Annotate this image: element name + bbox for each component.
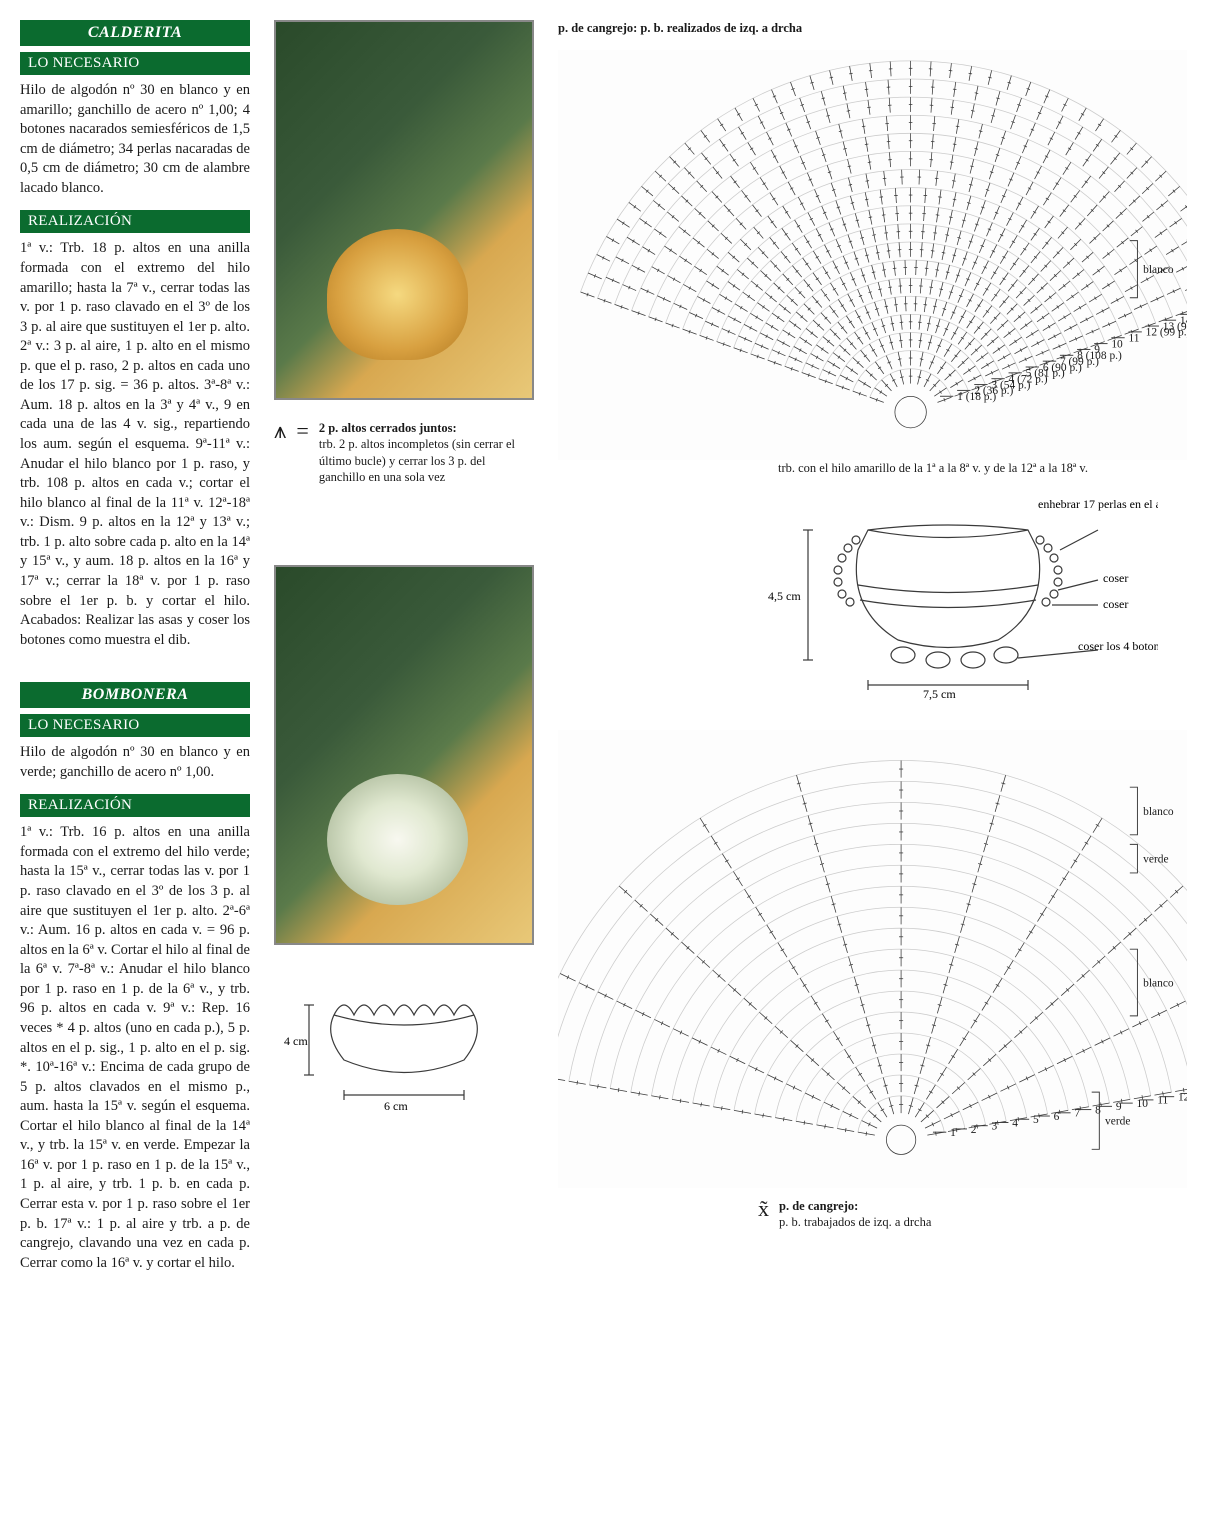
text-necesario-1: Hilo de algodón nº 30 en blanco y en ama… xyxy=(20,81,250,198)
two-dc-text: trb. 2 p. altos incompletos (sin cerrar … xyxy=(319,437,515,484)
calderita-dim-figure: 4,5 cm 7,5 cm enhebrar 17 perlas en el a… xyxy=(738,490,1158,700)
calderita-height: 4,5 cm xyxy=(768,589,801,603)
equals-icon: = xyxy=(296,420,308,442)
subtitle-realizacion-1: REALIZACIÓN xyxy=(20,210,250,233)
label-coser-1: coser xyxy=(1103,571,1128,585)
two-dc-label: 2 p. altos cerrados juntos: xyxy=(319,421,457,435)
crab-stitch-icon: x̃ xyxy=(758,1198,769,1220)
svg-text:blanco: blanco xyxy=(1143,978,1174,990)
svg-text:9: 9 xyxy=(1094,345,1100,357)
two-dc-icon: ⩚ xyxy=(274,420,286,442)
svg-text:blanco: blanco xyxy=(1143,806,1174,818)
subtitle-realizacion-2: REALIZACIÓN xyxy=(20,794,250,817)
calderita-width: 7,5 cm xyxy=(923,687,956,700)
svg-text:blanco: blanco xyxy=(1143,264,1174,276)
subtitle-necesario-1: LO NECESARIO xyxy=(20,52,250,75)
title-bombonera: BOMBONERA xyxy=(20,682,250,708)
caption-amarillo: trb. con el hilo amarillo de la 1ª a la … xyxy=(778,460,1187,476)
bombonera-height: 4 cm xyxy=(284,1034,308,1048)
label-perlas: enhebrar 17 perlas en el alambre xyxy=(1038,497,1158,511)
photo-bombonera xyxy=(274,565,534,945)
text-realizacion-2: 1ª v.: Trb. 16 p. altos en una anilla fo… xyxy=(20,823,250,1273)
title-calderita: CALDERITA xyxy=(20,20,250,46)
bombonera-dim-figure: 4 cm 6 cm xyxy=(274,965,534,1115)
symbol-crab: x̃ p. de cangrejo: p. b. trabajados de i… xyxy=(758,1198,1187,1231)
text-necesario-2: Hilo de algodón nº 30 en blanco y en ver… xyxy=(20,743,250,782)
label-botones: coser los 4 botones a nivel de la 5ª v. xyxy=(1078,639,1158,653)
subtitle-necesario-2: LO NECESARIO xyxy=(20,714,250,737)
svg-text:verde: verde xyxy=(1105,1116,1130,1128)
crab-text: p. b. trabajados de izq. a drcha xyxy=(779,1215,931,1229)
cangrejo-top-text: p. de cangrejo: p. b. realizados de izq.… xyxy=(558,21,802,35)
svg-text:14: 14 xyxy=(1180,315,1187,327)
bombonera-width: 6 cm xyxy=(384,1099,408,1113)
crab-label: p. de cangrejo: xyxy=(779,1199,858,1213)
symbol-two-dc: ⩚ = 2 p. altos cerrados juntos: trb. 2 p… xyxy=(274,420,534,485)
right-column: p. de cangrejo: p. b. realizados de izq.… xyxy=(558,20,1187,1285)
page-grid: CALDERITA LO NECESARIO Hilo de algodón n… xyxy=(20,20,1187,1285)
label-coser-2: coser xyxy=(1103,597,1128,611)
chart-calderita: 1 (18 p.)2 (36 p.)3 (54 p.)4 (72 p.)5 (8… xyxy=(558,50,1187,460)
svg-text:verde: verde xyxy=(1143,854,1168,866)
photo-calderita xyxy=(274,20,534,400)
text-realizacion-1: 1ª v.: Trb. 18 p. altos en una anilla fo… xyxy=(20,239,250,650)
caption-cangrejo-top: p. de cangrejo: p. b. realizados de izq.… xyxy=(558,20,1187,36)
middle-column: ⩚ = 2 p. altos cerrados juntos: trb. 2 p… xyxy=(274,20,534,1285)
chart-bombonera: 1234567891011121314151617blancoverdeblan… xyxy=(558,730,1187,1187)
left-column: CALDERITA LO NECESARIO Hilo de algodón n… xyxy=(20,20,250,1285)
svg-text:11: 11 xyxy=(1128,333,1139,345)
svg-text:10: 10 xyxy=(1111,339,1123,351)
